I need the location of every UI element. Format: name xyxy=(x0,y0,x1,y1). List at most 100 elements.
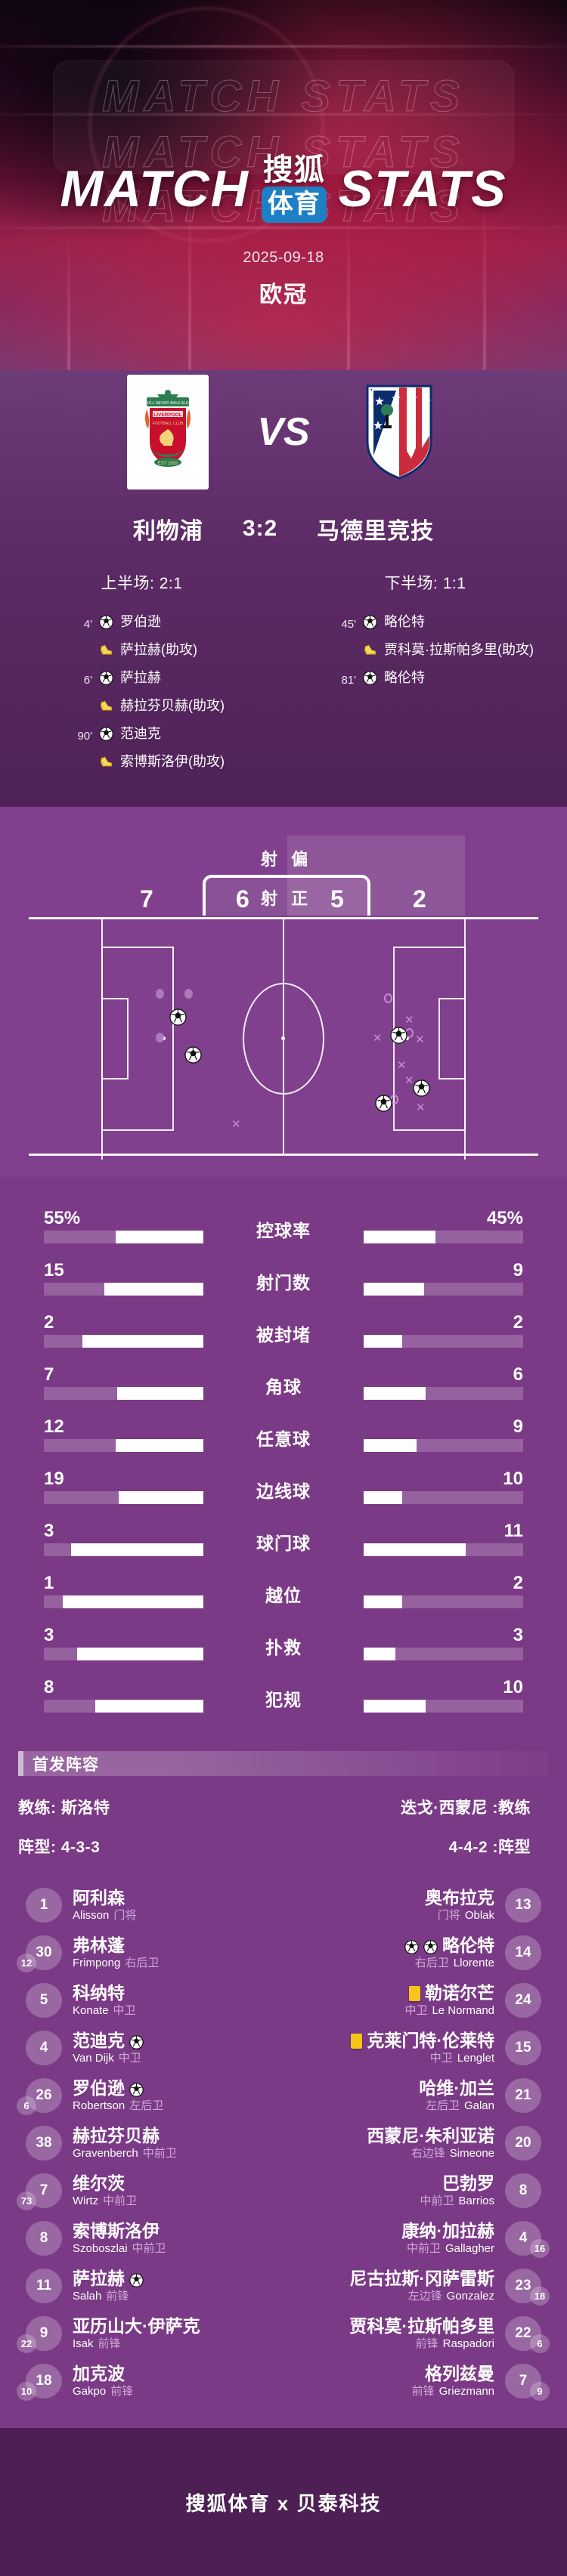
stat-row: 3 球门球 11 xyxy=(0,1512,567,1556)
on-target-zone xyxy=(203,875,370,916)
atletico-crest-icon xyxy=(366,385,432,480)
player-meta-row: Isak 前锋 xyxy=(73,2337,200,2352)
player-name-cn: 康纳·加拉赫 xyxy=(401,2221,494,2241)
player-name-row: 弗林蓬 xyxy=(73,1935,159,1956)
stat-away-fill xyxy=(364,1439,417,1452)
player-number-group: 21 xyxy=(505,2077,550,2114)
away-player[interactable]: 康纳·加拉赫 中前卫 Gallagher 4 16 xyxy=(284,2220,567,2258)
goal-scorer: 范迪克 xyxy=(120,726,161,741)
player-name-cn: 阿利森 xyxy=(73,1888,125,1907)
player-shirt-number: 18 xyxy=(26,2363,62,2398)
assist-boot-icon xyxy=(99,755,113,769)
stat-away-value: 2 xyxy=(513,1573,523,1593)
stat-home-track xyxy=(44,1439,203,1452)
player-info: 罗伯逊 Robertson 左后卫 xyxy=(62,2078,163,2114)
player-name-en: Raspadori xyxy=(442,2337,494,2350)
home-player[interactable]: 4 范迪克 Van Dijk 中卫 xyxy=(0,2030,284,2067)
away-player[interactable]: 西蒙尼·朱利亚诺 右边锋 Simeone 20 xyxy=(284,2125,567,2162)
coach-row: 教练: 斯洛特 迭戈·西蒙尼 :教练 xyxy=(18,1796,549,1818)
away-player[interactable]: 贾科莫·拉斯帕多里 前锋 Raspadori 22 6 xyxy=(284,2315,567,2353)
player-name-cn: 加克波 xyxy=(73,2364,125,2383)
home-player[interactable]: 30 12 弗林蓬 Frimpong 右后卫 xyxy=(0,1935,284,1972)
player-info: 西蒙尼·朱利亚诺 右边锋 Simeone xyxy=(367,2126,505,2161)
home-player[interactable]: 1 阿利森 Alisson 门将 xyxy=(0,1887,284,1924)
away-player[interactable]: 奥布拉克 门将 Oblak 13 xyxy=(284,1887,567,1924)
player-name-cn: 科纳特 xyxy=(73,1983,125,2003)
player-info: 赫拉芬贝赫 Gravenberch 中前卫 xyxy=(62,2126,177,2161)
sohu-sports-logo: 搜狐 体育 xyxy=(261,155,327,223)
away-player[interactable]: 格列兹曼 前锋 Griezmann 7 9 xyxy=(284,2363,567,2401)
away-player[interactable]: 尼古拉斯·冈萨雷斯 左边锋 Gonzalez 23 18 xyxy=(284,2268,567,2306)
stat-home-value: 12 xyxy=(44,1416,64,1437)
player-name-en: Simeone xyxy=(449,2147,494,2160)
away-player[interactable]: 克莱门特·伦莱特 中卫 Lenglet 15 xyxy=(284,2030,567,2067)
stat-row: 8 犯规 10 xyxy=(0,1669,567,1713)
footer-bar: 搜狐体育 x 贝泰科技 xyxy=(0,2428,567,2576)
shot-map-section: 射 偏 射 正 7 6 5 2 ✕ xyxy=(0,807,567,1177)
player-meta-row: Frimpong 右后卫 xyxy=(73,1956,159,1971)
player-position: 中卫 xyxy=(113,2004,136,2017)
player-meta-row: Konate 中卫 xyxy=(73,2003,136,2018)
shot-count-away-on: 5 xyxy=(330,885,344,913)
away-player[interactable]: 勒诺尔芒 中卫 Le Normand 24 xyxy=(284,1982,567,2019)
home-player[interactable]: 8 索博斯洛伊 Szoboszlai 中前卫 xyxy=(0,2220,284,2257)
player-meta-row: 左后卫 Galan xyxy=(419,2099,494,2114)
away-player[interactable]: 略伦特 右后卫 Llorente 14 xyxy=(284,1935,567,1972)
stat-away-track xyxy=(364,1387,523,1400)
home-player[interactable]: 5 科纳特 Konate 中卫 xyxy=(0,1982,284,2019)
player-number-group: 26 6 xyxy=(17,2077,62,2115)
shot-marker-miss: ✕ xyxy=(373,1032,383,1045)
player-position: 右后卫 xyxy=(125,1957,160,1969)
stat-away-side: 11 xyxy=(364,1521,567,1556)
player-meta-row: 中卫 Lenglet xyxy=(351,2051,494,2066)
shot-marker-miss: ✕ xyxy=(404,1074,414,1087)
player-name-row: 巴勃罗 xyxy=(420,2173,494,2194)
player-number-group: 5 xyxy=(17,1982,62,2019)
goal-row: 90' 范迪克 xyxy=(70,725,264,745)
player-info: 格列兹曼 前锋 Griezmann xyxy=(412,2364,505,2399)
home-player[interactable]: 11 萨拉赫 Salah 前锋 xyxy=(0,2268,284,2305)
away-player[interactable]: 哈维·加兰 左后卫 Galan 21 xyxy=(284,2077,567,2114)
player-position: 门将 xyxy=(113,1909,137,1922)
home-player[interactable]: 7 73 维尔茨 Wirtz 中前卫 xyxy=(0,2173,284,2210)
goal-marker-icon xyxy=(375,1095,392,1112)
player-position: 前锋 xyxy=(106,2290,129,2303)
goal-ball-icon xyxy=(129,2081,144,2097)
home-player[interactable]: 26 6 罗伯逊 Robertson 左后卫 xyxy=(0,2077,284,2115)
lineup-row: 8 索博斯洛伊 Szoboszlai 中前卫 康纳·加拉赫 中前卫 Gallagher 4 16 xyxy=(0,2215,567,2262)
player-position: 左后卫 xyxy=(129,2099,164,2112)
player-info: 康纳·加拉赫 中前卫 Gallagher xyxy=(401,2221,505,2256)
shot-marker-miss: ✕ xyxy=(397,1059,407,1072)
stat-away-value: 3 xyxy=(513,1625,523,1645)
stat-home-side: 3 xyxy=(0,1521,203,1556)
shot-count-home-off: 7 xyxy=(140,885,153,913)
assist-row: 0索博斯洛伊(助攻) xyxy=(70,753,264,773)
player-name-en: Barrios xyxy=(458,2195,494,2207)
player-shirt-number: 15 xyxy=(505,2030,541,2065)
player-meta-row: 右后卫 Llorente xyxy=(404,1956,494,1971)
away-player[interactable]: 巴勃罗 中前卫 Barrios 8 xyxy=(284,2173,567,2210)
player-number-group: 4 xyxy=(17,2030,62,2067)
hero-ray xyxy=(68,227,70,370)
goal-scorer: 罗伯逊 xyxy=(120,614,161,629)
shot-marker-blocked xyxy=(184,989,193,999)
home-player[interactable]: 18 10 加克波 Gakpo 前锋 xyxy=(0,2363,284,2401)
lineup-row: 7 73 维尔茨 Wirtz 中前卫 巴勃罗 中前卫 Barrios 8 xyxy=(0,2167,567,2215)
lineup-row: 1 阿利森 Alisson 门将 奥布拉克 门将 Oblak 13 xyxy=(0,1882,567,1929)
shot-marker-miss: ✕ xyxy=(404,1014,414,1027)
shot-marker-miss: ✕ xyxy=(415,1033,425,1046)
goal-ball-icon xyxy=(363,671,377,685)
home-player[interactable]: 9 22 亚历山大·伊萨克 Isak 前锋 xyxy=(0,2315,284,2353)
player-info: 哈维·加兰 左后卫 Galan xyxy=(419,2078,505,2114)
player-info: 萨拉赫 Salah 前锋 xyxy=(62,2269,144,2304)
liverpool-crest-icon: YOU'LL NEVER WALK ALONE LIVERPOOL FOOTBA… xyxy=(142,390,195,467)
goal-ball-icon xyxy=(129,2272,144,2287)
player-name-row: 索博斯洛伊 xyxy=(73,2221,166,2241)
stat-home-side: 19 xyxy=(0,1469,203,1504)
right-penalty-spot xyxy=(405,1036,409,1040)
stat-label: 任意球 xyxy=(256,1429,311,1449)
goal-marker-icon xyxy=(169,1008,187,1026)
stat-away-value: 2 xyxy=(513,1312,523,1333)
stat-home-fill xyxy=(63,1595,203,1608)
home-player[interactable]: 38 赫拉芬贝赫 Gravenberch 中前卫 xyxy=(0,2125,284,2162)
